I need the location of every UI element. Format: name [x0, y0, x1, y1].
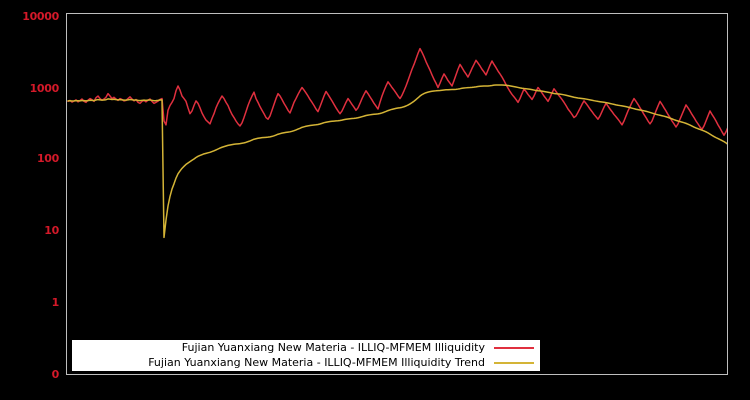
series-line-illiquidity-trend: [67, 84, 727, 239]
ytick-label-10000: 10000: [22, 10, 59, 23]
ytick-label-100: 100: [36, 152, 59, 165]
series-canvas: [67, 47, 727, 239]
plot-area: [66, 13, 728, 375]
legend-label-illiquidity: Fujian Yuanxiang New Materia - ILLIQ-MFM…: [181, 340, 485, 354]
series-line-illiquidity: [67, 47, 727, 136]
ytick-label-10: 10: [44, 224, 59, 237]
legend-label-illiquidity-trend: Fujian Yuanxiang New Materia - ILLIQ-MFM…: [148, 355, 485, 369]
legend-item-illiquidity: Fujian Yuanxiang New Materia - ILLIQ-MFM…: [72, 340, 540, 355]
legend-swatch-illiquidity-trend: [494, 361, 534, 364]
legend-item-illiquidity-trend: Fujian Yuanxiang New Materia - ILLIQ-MFM…: [72, 355, 540, 370]
legend-swatch-illiquidity: [494, 346, 534, 349]
legend: Fujian Yuanxiang New Materia - ILLIQ-MFM…: [72, 340, 540, 371]
ytick-label-1000: 1000: [29, 82, 60, 95]
ytick-label-0: 0: [51, 368, 60, 381]
ytick-label-1: 1: [51, 296, 60, 309]
